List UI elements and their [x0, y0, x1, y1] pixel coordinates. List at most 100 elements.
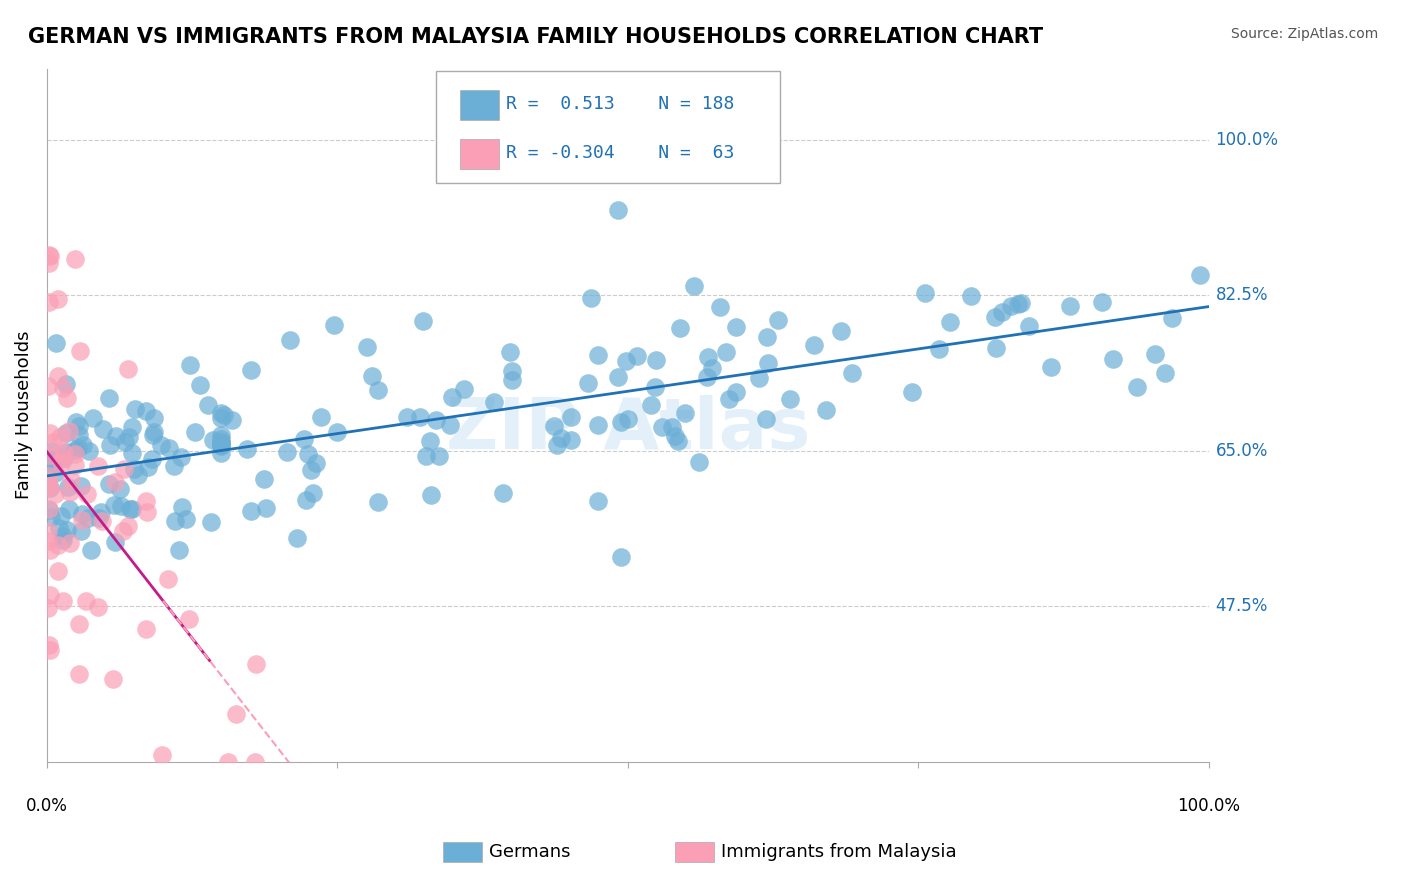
Point [201, 434, 224, 448]
Point [586, 418, 609, 433]
Point [209, 411, 232, 425]
Point [117, 362, 139, 376]
Point [38, 426, 60, 441]
Point [150, 438, 173, 452]
Point [209, 406, 232, 420]
Text: GERMAN VS IMMIGRANTS FROM MALAYSIA FAMILY HOUSEHOLDS CORRELATION CHART: GERMAN VS IMMIGRANTS FROM MALAYSIA FAMIL… [28, 27, 1043, 46]
Point [124, 401, 146, 416]
Point [58, 425, 80, 439]
Point [492, 486, 515, 500]
Point [240, 504, 263, 518]
Point [41, 444, 63, 458]
Point [112, 462, 135, 476]
Point [38, 643, 60, 657]
Point [576, 376, 599, 391]
Point [49, 508, 72, 523]
Point [51, 451, 73, 466]
Point [72, 438, 94, 452]
Point [606, 203, 628, 218]
Point [60, 473, 83, 487]
Point [38, 469, 60, 483]
Point [766, 313, 789, 327]
Point [292, 432, 315, 446]
Point [117, 519, 139, 533]
Point [39, 588, 62, 602]
Text: 65.0%: 65.0% [1216, 442, 1268, 459]
Point [79, 444, 101, 458]
Point [939, 315, 962, 329]
Point [121, 420, 143, 434]
Point [38, 479, 60, 493]
Point [610, 549, 633, 564]
Point [278, 333, 301, 347]
Text: Immigrants from Malaysia: Immigrants from Malaysia [721, 843, 957, 861]
Point [440, 390, 463, 404]
Point [644, 380, 666, 394]
Point [305, 456, 328, 470]
Point [1144, 346, 1167, 360]
Point [67, 617, 90, 632]
Point [546, 438, 568, 452]
Point [297, 447, 319, 461]
Point [42, 456, 65, 470]
Point [209, 439, 232, 453]
Point [53, 451, 76, 466]
Point [55, 444, 77, 458]
Point [841, 366, 863, 380]
Point [323, 318, 346, 332]
Point [49, 456, 72, 470]
Point [197, 398, 219, 412]
Point [295, 493, 318, 508]
Point [453, 382, 475, 396]
Point [626, 349, 648, 363]
Point [1189, 268, 1212, 282]
Point [63, 443, 86, 458]
Text: R =  0.513    N = 188: R = 0.513 N = 188 [506, 95, 734, 113]
Point [38, 542, 60, 557]
Point [640, 398, 662, 412]
Point [38, 503, 60, 517]
Point [748, 371, 770, 385]
Point [89, 511, 111, 525]
Point [484, 395, 506, 409]
Point [65, 415, 87, 429]
Point [55, 425, 77, 440]
Point [901, 385, 924, 400]
Point [65, 252, 87, 266]
Point [127, 468, 149, 483]
Point [412, 314, 434, 328]
Point [607, 370, 630, 384]
Point [105, 429, 128, 443]
Point [209, 435, 232, 450]
Point [142, 428, 165, 442]
Point [177, 612, 200, 626]
Point [70, 507, 93, 521]
Point [135, 403, 157, 417]
Point [803, 338, 825, 352]
Point [209, 446, 232, 460]
Point [673, 406, 696, 420]
Point [586, 493, 609, 508]
Point [163, 458, 186, 473]
Point [661, 420, 683, 434]
Point [70, 512, 93, 526]
Point [104, 535, 127, 549]
Point [157, 441, 180, 455]
Point [135, 623, 157, 637]
Point [367, 383, 389, 397]
Point [309, 410, 332, 425]
Point [245, 755, 267, 769]
Point [239, 362, 262, 376]
Text: R = -0.304    N =  63: R = -0.304 N = 63 [506, 145, 734, 162]
Point [610, 415, 633, 429]
Point [111, 524, 134, 538]
Point [1007, 297, 1029, 311]
Point [46, 369, 69, 384]
Point [209, 436, 232, 450]
Point [984, 310, 1007, 324]
Point [136, 460, 159, 475]
Point [696, 351, 718, 365]
Point [236, 442, 259, 457]
Text: ZIP Atlas: ZIP Atlas [446, 394, 810, 464]
Point [285, 532, 308, 546]
